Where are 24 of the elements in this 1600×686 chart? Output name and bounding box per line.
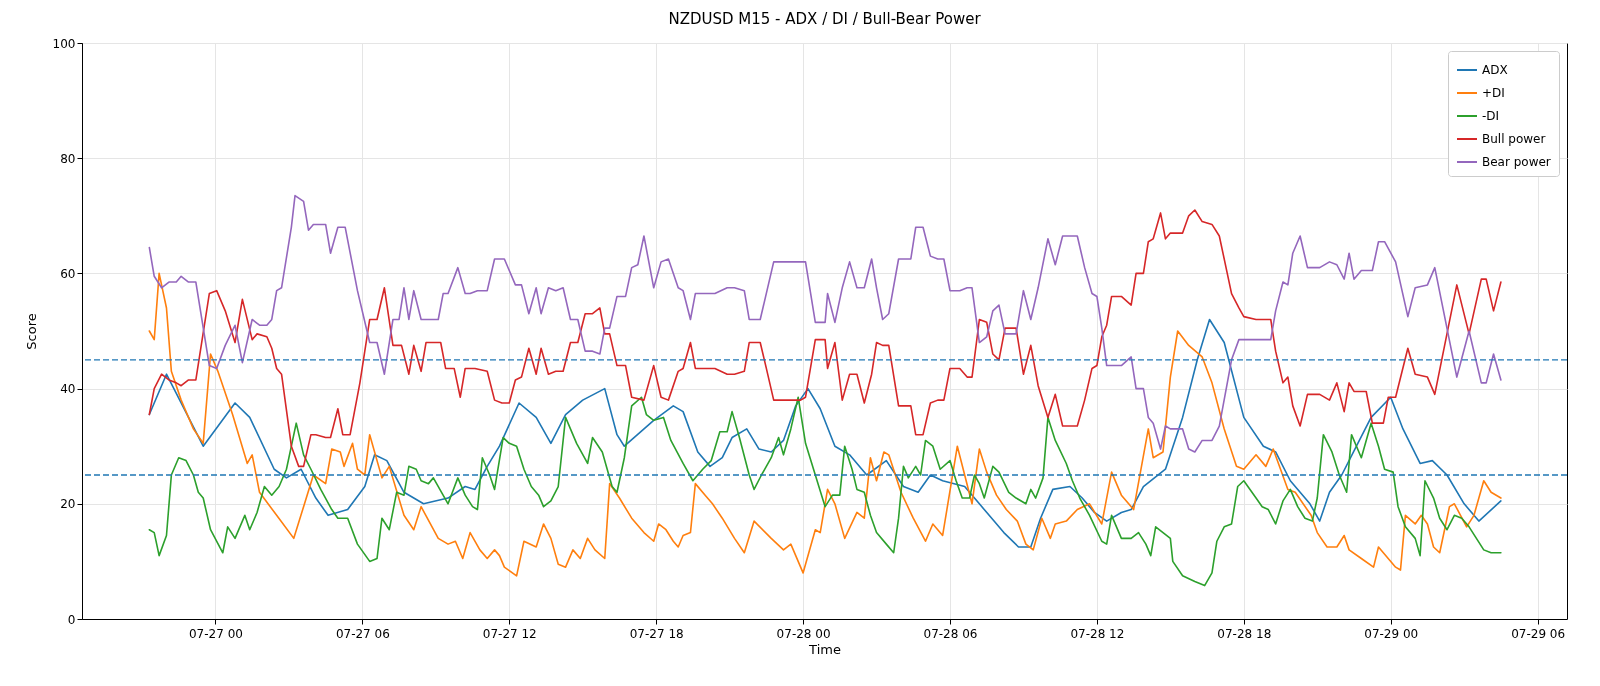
legend-label: ADX: [1482, 63, 1508, 77]
legend-label: Bear power: [1482, 155, 1551, 169]
x-axis-title: Time: [808, 641, 841, 657]
y-tick-label: 80: [60, 151, 76, 166]
x-tick-label: 07-28 12: [1070, 626, 1125, 641]
y-tick-label: 40: [60, 382, 76, 397]
x-tick-label: 07-27 12: [482, 626, 537, 641]
y-tick-label: 100: [52, 36, 76, 51]
x-tick-label: 07-28 00: [776, 626, 831, 641]
y-tick-label: 0: [67, 612, 76, 627]
x-tick-label: 07-29 00: [1364, 626, 1419, 641]
x-tick-label: 07-27 00: [188, 626, 243, 641]
legend-label: +DI: [1482, 86, 1505, 100]
y-tick-label: 20: [60, 497, 76, 512]
x-tick-label: 07-29 06: [1511, 626, 1566, 641]
legend-label: -DI: [1482, 109, 1500, 123]
legend-label: Bull power: [1482, 132, 1546, 146]
x-tick-label: 07-27 06: [335, 626, 390, 641]
y-axis-title: Score: [23, 313, 39, 350]
x-tick-label: 07-28 06: [923, 626, 978, 641]
y-tick-label: 60: [60, 266, 76, 281]
x-tick-label: 07-27 18: [629, 626, 684, 641]
chart-title: NZDUSD M15 - ADX / DI / Bull-Bear Power: [668, 10, 982, 28]
x-tick-label: 07-28 18: [1217, 626, 1272, 641]
